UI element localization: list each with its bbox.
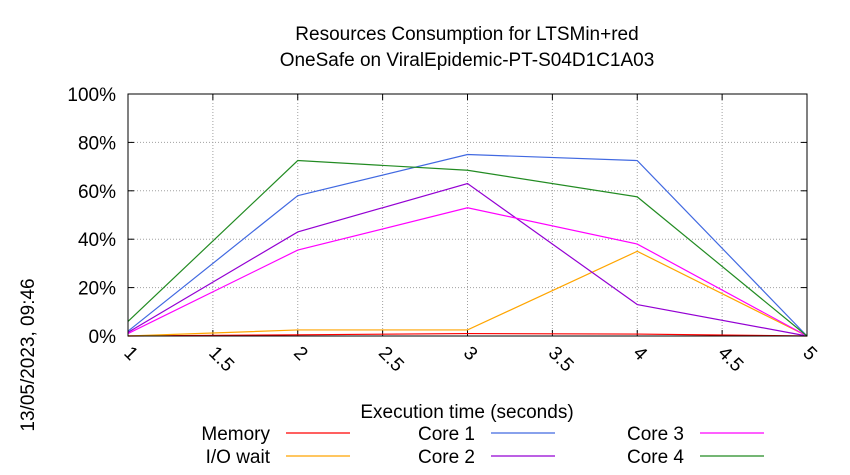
legend-label-core-3: Core 3 xyxy=(627,424,684,445)
x-tick-label: 5 xyxy=(798,343,820,365)
plot-border xyxy=(127,93,808,337)
legend-label-i-o-wait: I/O wait xyxy=(206,447,271,468)
series-line-core-1 xyxy=(127,153,808,337)
legend-label-memory: Memory xyxy=(201,424,270,445)
series-line-core-3 xyxy=(127,207,808,337)
y-axis-ticks: 0% 20% 40% 60% 80% 100% xyxy=(67,85,807,348)
x-tick-label: 4.5 xyxy=(714,343,748,377)
x-tick-label: 1 xyxy=(119,343,141,365)
x-tick-label: 1.5 xyxy=(204,343,238,377)
x-tick-label: 3 xyxy=(459,343,481,365)
y-tick-label: 60% xyxy=(78,182,116,203)
x-tick-label: 2 xyxy=(289,343,311,365)
grid-lines xyxy=(128,94,807,336)
series-line-i-o-wait xyxy=(127,250,808,337)
series-line-core-4 xyxy=(127,159,808,337)
y-tick-label: 100% xyxy=(67,85,116,106)
series-line-memory xyxy=(127,332,808,337)
x-tick-label: 4 xyxy=(629,343,652,366)
y-tick-label: 20% xyxy=(78,279,116,300)
x-axis-label: Execution time (seconds) xyxy=(360,402,573,423)
y-tick-label: 40% xyxy=(78,230,116,251)
chart-title-line-1: Resources Consumption for LTSMin+red xyxy=(295,24,638,45)
x-tick-label: 2.5 xyxy=(374,343,408,377)
data-series xyxy=(127,153,808,337)
series-line-core-2 xyxy=(127,182,808,337)
x-tick-label: 3.5 xyxy=(544,343,578,377)
chart-title-line-2: OneSafe on ViralEpidemic-PT-S04D1C1A03 xyxy=(280,50,655,71)
timestamp-label: 13/05/2023, 09:46 xyxy=(18,278,39,431)
legend-label-core-2: Core 2 xyxy=(418,447,475,468)
y-tick-label: 80% xyxy=(78,133,116,154)
legend-label-core-1: Core 1 xyxy=(418,424,475,445)
legend-label-core-4: Core 4 xyxy=(627,447,684,468)
y-tick-label: 0% xyxy=(89,327,117,348)
